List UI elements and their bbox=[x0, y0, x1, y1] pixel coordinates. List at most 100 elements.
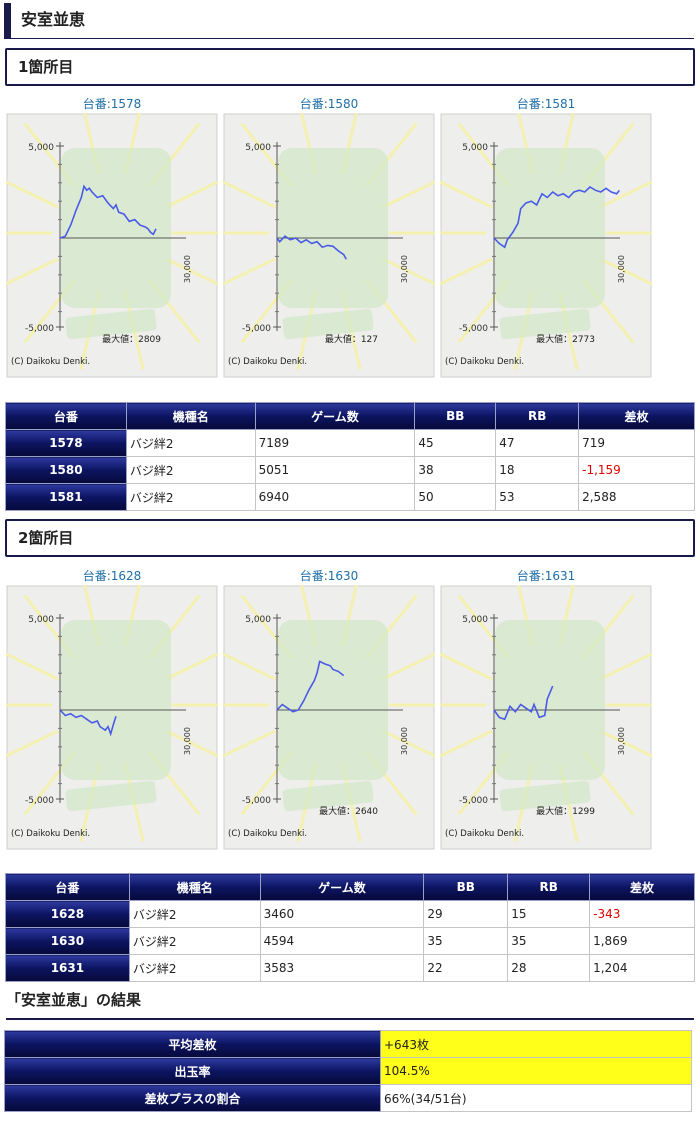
machine-no-cell: 1580 bbox=[5, 456, 127, 484]
col-header-diff: 差枚 bbox=[578, 402, 695, 430]
section-heading-1: 1箇所目 bbox=[5, 48, 695, 86]
col-header-bb: BB bbox=[414, 402, 497, 430]
model-cell: バジ絆2 bbox=[125, 483, 256, 511]
graph-machine-label: 台番:1631 bbox=[516, 569, 576, 583]
decorative-ray bbox=[599, 652, 652, 681]
games-cell: 5051 bbox=[254, 456, 416, 484]
x-tick-label: 30,000 bbox=[183, 255, 192, 283]
decorative-ray bbox=[440, 729, 493, 758]
col-header-model: 機種名 bbox=[128, 873, 261, 901]
games-cell: 3583 bbox=[259, 954, 425, 982]
result-label: 平均差枚 bbox=[4, 1030, 381, 1058]
copyright-label: (C) Daikoku Denki. bbox=[228, 357, 307, 367]
games-cell: 4594 bbox=[259, 927, 425, 955]
page-title: 安室並恵 bbox=[4, 3, 694, 39]
model-cell: バジ絆2 bbox=[128, 900, 261, 928]
decorative-ray bbox=[440, 652, 493, 681]
x-tick-label: 30,000 bbox=[183, 727, 192, 755]
slump-graph: 台番:1580 5,000 -5,000 30,000 最大値：127 (C) Daik… bbox=[223, 96, 435, 378]
decorative-emblem bbox=[65, 780, 157, 812]
slump-graph: 台番:1628 5,000 -5,000 30,000 (C) Daikoku Den… bbox=[6, 568, 218, 850]
diff-cell: 2,588 bbox=[578, 483, 695, 511]
machine-no-cell: 1631 bbox=[5, 954, 130, 982]
rb-cell: 47 bbox=[495, 429, 580, 457]
rb-cell: 18 bbox=[495, 456, 580, 484]
table-row: 1580 バジ絆2 5051 38 18 -1,159 bbox=[5, 456, 695, 484]
slump-line bbox=[59, 184, 157, 239]
slump-graph: 台番:1581 5,000 -5,000 30,000 最大値：2773 (C) Dai… bbox=[440, 96, 652, 378]
bb-cell: 35 bbox=[423, 927, 509, 955]
decorative-ray bbox=[165, 729, 218, 758]
decorative-ray bbox=[440, 180, 493, 209]
max-value-label: 最大値：2773 bbox=[536, 333, 595, 345]
decorative-emblem bbox=[495, 620, 605, 780]
machine-no-cell: 1630 bbox=[5, 927, 130, 955]
y-tick-label: -5,000 bbox=[242, 324, 271, 334]
col-header-bb: BB bbox=[423, 873, 509, 901]
machine-table-2: 台番 機種名 ゲーム数 BB RB 差枚 1628 バジ絆2 3460 29 1… bbox=[5, 873, 695, 982]
max-value-label: 最大値：127 bbox=[325, 333, 378, 345]
games-cell: 6940 bbox=[254, 483, 416, 511]
decorative-ray bbox=[6, 180, 59, 209]
table-row: 1578 バジ絆2 7189 45 47 719 bbox=[5, 429, 695, 457]
machine-no-cell: 1581 bbox=[5, 483, 127, 511]
machine-no-cell: 1578 bbox=[5, 429, 127, 457]
col-header-diff: 差枚 bbox=[589, 873, 695, 901]
slump-line bbox=[59, 709, 117, 737]
model-cell: バジ絆2 bbox=[125, 429, 256, 457]
y-tick-label: 5,000 bbox=[462, 615, 488, 625]
decorative-ray bbox=[6, 652, 59, 681]
slump-graph: 台番:1630 5,000 -5,000 30,000 最大値：2640 (C) Dai… bbox=[223, 568, 435, 850]
result-table: 平均差枚 +643枚 出玉率 104.5% 差枚プラスの割合 66%(34/51… bbox=[4, 1030, 692, 1112]
y-tick-label: -5,000 bbox=[459, 796, 488, 806]
max-value-label: 最大値：2640 bbox=[319, 805, 378, 817]
decorative-ray bbox=[223, 652, 276, 681]
graph-machine-label: 台番:1630 bbox=[299, 569, 359, 583]
table-row: 1581 バジ絆2 6940 50 53 2,588 bbox=[5, 483, 695, 511]
y-tick-label: -5,000 bbox=[459, 324, 488, 334]
diff-cell: 719 bbox=[578, 429, 695, 457]
decorative-ray bbox=[599, 729, 652, 758]
decorative-emblem bbox=[499, 308, 591, 340]
decorative-ray bbox=[440, 257, 493, 286]
y-tick-label: 5,000 bbox=[245, 615, 271, 625]
graph-machine-label: 台番:1628 bbox=[82, 569, 142, 583]
copyright-label: (C) Daikoku Denki. bbox=[11, 829, 90, 839]
decorative-emblem bbox=[282, 780, 374, 812]
graph-canvas: 5,000 -5,000 30,000 最大値：1299 (C) Daikoku Den… bbox=[440, 585, 652, 850]
table-row: 1631 バジ絆2 3583 22 28 1,204 bbox=[5, 954, 695, 982]
table-header-row: 台番 機種名 ゲーム数 BB RB 差枚 bbox=[5, 402, 695, 430]
machine-no-cell: 1628 bbox=[5, 900, 130, 928]
table-row: 1628 バジ絆2 3460 29 15 -343 bbox=[5, 900, 695, 928]
decorative-ray bbox=[223, 257, 276, 286]
col-header-rb: RB bbox=[495, 402, 580, 430]
diff-cell: 1,869 bbox=[589, 927, 695, 955]
graph-machine-label: 台番:1580 bbox=[299, 97, 359, 111]
slump-line bbox=[276, 235, 348, 260]
slump-line bbox=[276, 660, 345, 713]
y-tick-label: -5,000 bbox=[242, 796, 271, 806]
result-label: 出玉率 bbox=[4, 1057, 381, 1085]
col-header-machine-no: 台番 bbox=[5, 873, 130, 901]
col-header-model: 機種名 bbox=[125, 402, 256, 430]
games-cell: 7189 bbox=[254, 429, 416, 457]
decorative-emblem bbox=[282, 308, 374, 340]
result-label: 差枚プラスの割合 bbox=[4, 1084, 381, 1112]
diff-cell: -1,159 bbox=[578, 456, 695, 484]
x-tick-label: 30,000 bbox=[400, 255, 409, 283]
copyright-label: (C) Daikoku Denki. bbox=[11, 357, 90, 367]
slump-graph: 台番:1631 5,000 -5,000 30,000 最大値：1299 (C) Dai… bbox=[440, 568, 652, 850]
decorative-ray bbox=[382, 180, 435, 209]
col-header-games: ゲーム数 bbox=[259, 873, 425, 901]
bb-cell: 38 bbox=[414, 456, 497, 484]
machine-table-1: 台番 機種名 ゲーム数 BB RB 差枚 1578 バジ絆2 7189 45 4… bbox=[5, 402, 695, 511]
result-row: 差枚プラスの割合 66%(34/51台) bbox=[4, 1084, 692, 1112]
copyright-label: (C) Daikoku Denki. bbox=[228, 829, 307, 839]
section-heading-2: 2箇所目 bbox=[5, 519, 695, 557]
result-value: 104.5% bbox=[380, 1057, 692, 1085]
graph-canvas: 5,000 -5,000 30,000 最大値：127 (C) Daikoku Denk… bbox=[223, 113, 435, 378]
table-row: 1630 バジ絆2 4594 35 35 1,869 bbox=[5, 927, 695, 955]
result-row: 平均差枚 +643枚 bbox=[4, 1030, 692, 1058]
decorative-emblem bbox=[278, 620, 388, 780]
slump-graph: 台番:1578 5,000 -5,000 30,000 最大値：2809 (C) Dai… bbox=[6, 96, 218, 378]
